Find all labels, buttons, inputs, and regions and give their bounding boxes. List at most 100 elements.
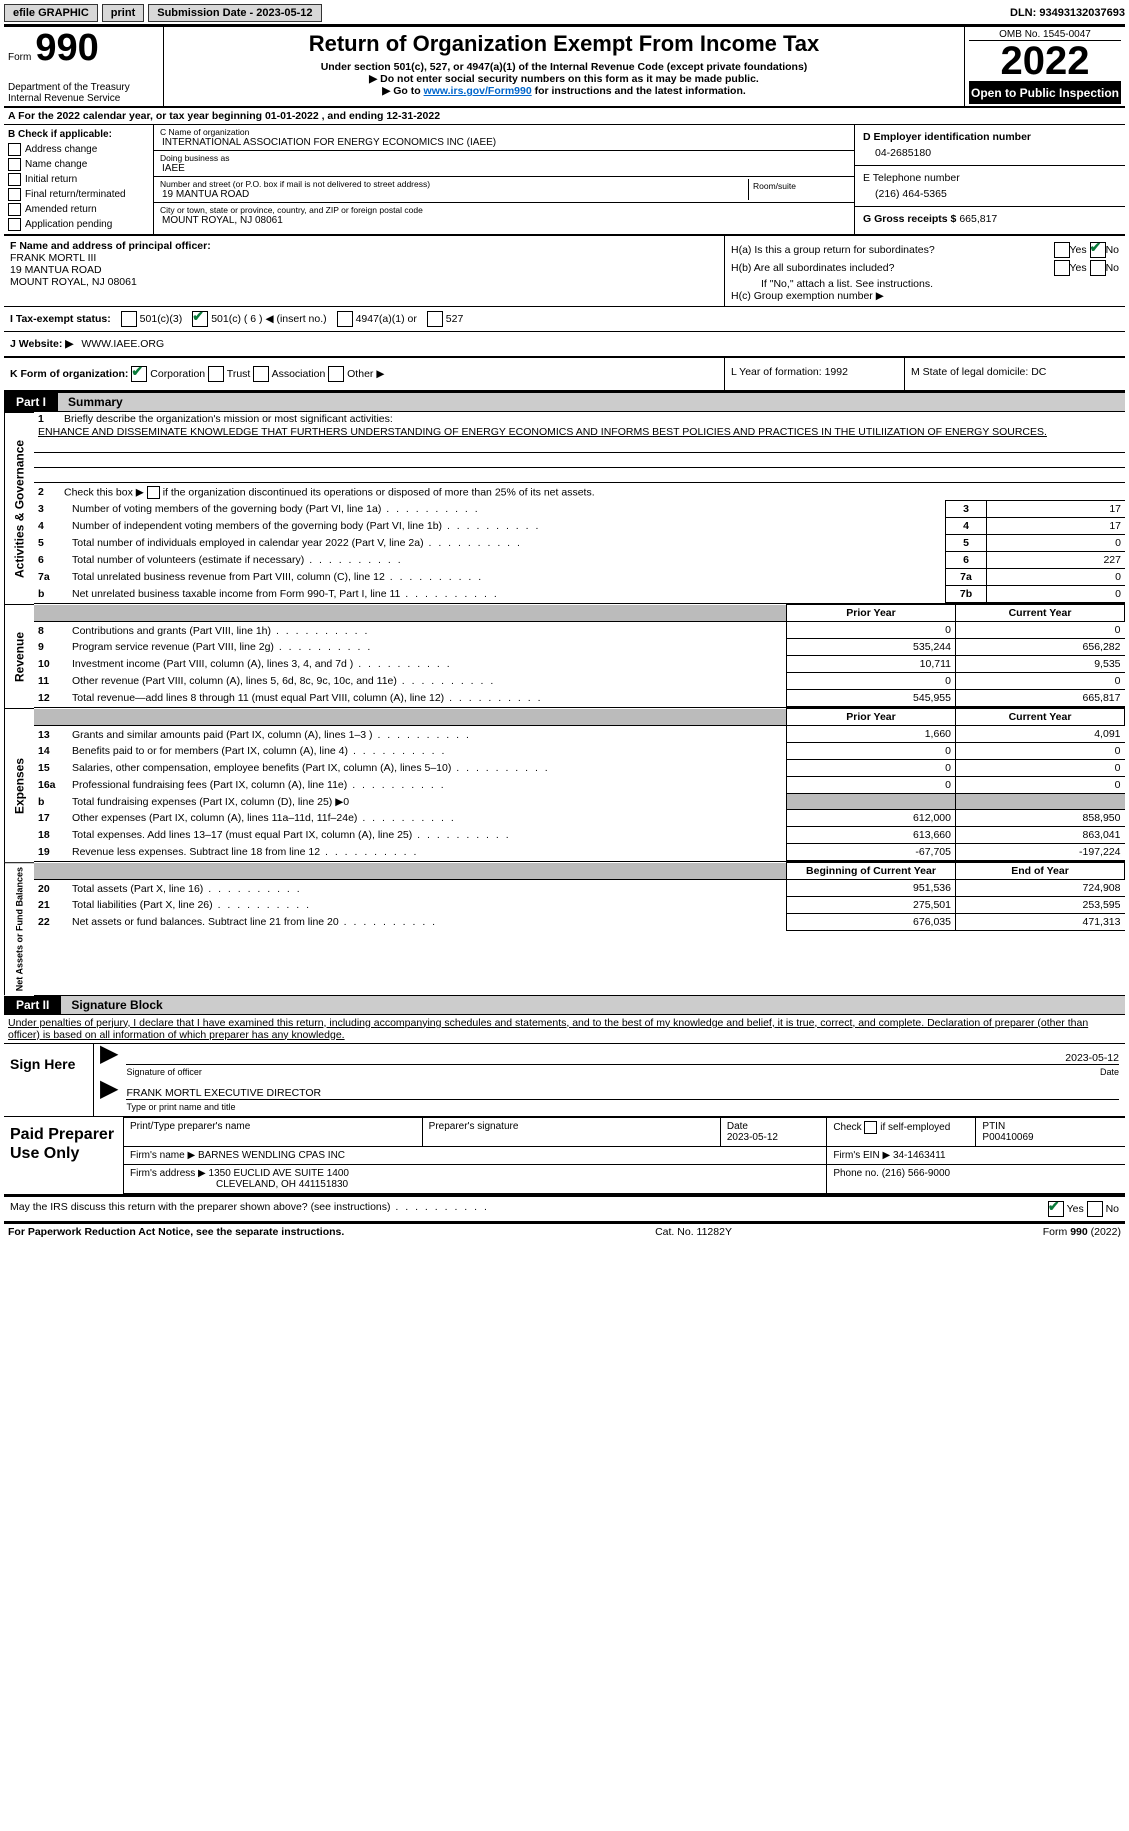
irs-link[interactable]: www.irs.gov/Form990 bbox=[424, 85, 532, 97]
page-footer: For Paperwork Reduction Act Notice, see … bbox=[4, 1224, 1125, 1240]
vlabel-net-assets: Net Assets or Fund Balances bbox=[4, 862, 34, 995]
hc-label: H(c) Group exemption number ▶ bbox=[731, 290, 1119, 302]
addr-label: Number and street (or P.O. box if mail i… bbox=[160, 179, 748, 189]
vlabel-activities: Activities & Governance bbox=[4, 412, 34, 604]
catalog-number: Cat. No. 11282Y bbox=[655, 1226, 732, 1238]
state-domicile: M State of legal domicile: DC bbox=[905, 358, 1125, 390]
arrow-icon: ▶ bbox=[100, 1083, 118, 1112]
form-page-ref: Form 990 (2022) bbox=[1043, 1226, 1121, 1238]
form-number: Form 990 bbox=[8, 29, 159, 67]
city-label: City or town, state or province, country… bbox=[160, 205, 848, 215]
officer-name-title: FRANK MORTL EXECUTIVE DIRECTOR bbox=[126, 1087, 321, 1099]
check-initial-return[interactable]: Initial return bbox=[8, 172, 149, 187]
paid-preparer-block: Paid Preparer Use Only Print/Type prepar… bbox=[4, 1117, 1125, 1197]
discuss-no-checkbox[interactable] bbox=[1087, 1201, 1103, 1217]
org-assoc-checkbox[interactable] bbox=[253, 366, 269, 382]
sig-date: 2023-05-12 bbox=[1065, 1052, 1119, 1064]
firm-addr1: 1350 EUCLID AVE SUITE 1400 bbox=[209, 1168, 349, 1179]
website-row: J Website: ▶ WWW.IAEE.ORG bbox=[4, 332, 1125, 358]
dba-label: Doing business as bbox=[160, 153, 848, 163]
part-ii-header: Part II Signature Block bbox=[4, 996, 1125, 1015]
subtitle-2: ▶ Do not enter social security numbers o… bbox=[170, 73, 958, 85]
dept-treasury: Department of the Treasury Internal Reve… bbox=[8, 82, 159, 104]
form-header: Form 990 Department of the Treasury Inte… bbox=[4, 24, 1125, 108]
website-value: WWW.IAEE.ORG bbox=[81, 338, 164, 350]
discuss-yes-checkbox[interactable] bbox=[1048, 1201, 1064, 1217]
check-final-return[interactable]: Final return/terminated bbox=[8, 187, 149, 202]
sign-here-block: Sign Here ▶ 2023-05-12 Signature of offi… bbox=[4, 1043, 1125, 1117]
firm-ein: 34-1463411 bbox=[893, 1150, 946, 1161]
expenses-table: Prior YearCurrent Year13Grants and simil… bbox=[34, 708, 1125, 861]
form-of-org-row: K Form of organization: Corporation Trus… bbox=[4, 358, 1125, 393]
h-note: If "No," attach a list. See instructions… bbox=[731, 278, 1119, 290]
vlabel-revenue: Revenue bbox=[4, 604, 34, 708]
officer-addr1: 19 MANTUA ROAD bbox=[10, 264, 718, 276]
addr-value: 19 MANTUA ROAD bbox=[160, 189, 748, 200]
gross-receipts-label: G Gross receipts $ bbox=[863, 213, 956, 225]
status-501c3-checkbox[interactable] bbox=[121, 311, 137, 327]
prep-date: 2023-05-12 bbox=[727, 1132, 778, 1143]
firm-addr2: CLEVELAND, OH 441151830 bbox=[130, 1179, 348, 1190]
phone-value: (216) 464-5365 bbox=[863, 184, 1117, 200]
check-name-change[interactable]: Name change bbox=[8, 157, 149, 172]
part-i-header: Part I Summary bbox=[4, 393, 1125, 412]
submission-date: Submission Date - 2023-05-12 bbox=[148, 4, 321, 22]
gross-receipts-value: 665,817 bbox=[959, 213, 997, 225]
row-a-tax-year: A For the 2022 calendar year, or tax yea… bbox=[4, 108, 1125, 125]
prep-sig-label: Preparer's signature bbox=[422, 1117, 720, 1146]
prep-name-label: Print/Type preparer's name bbox=[124, 1117, 422, 1146]
year-formation: L Year of formation: 1992 bbox=[725, 358, 905, 390]
check-application-pending[interactable]: Application pending bbox=[8, 217, 149, 232]
mission-statement: ENHANCE AND DISSEMINATE KNOWLEDGE THAT F… bbox=[34, 426, 1125, 438]
check-address-change[interactable]: Address change bbox=[8, 142, 149, 157]
form-title: Return of Organization Exempt From Incom… bbox=[170, 31, 958, 57]
check-amended-return[interactable]: Amended return bbox=[8, 202, 149, 217]
ein-label: D Employer identification number bbox=[863, 131, 1117, 143]
print-button[interactable]: print bbox=[102, 4, 144, 22]
self-employed-checkbox[interactable] bbox=[864, 1121, 877, 1134]
subtitle-3: ▶ Go to www.irs.gov/Form990 for instruct… bbox=[170, 85, 958, 97]
line1-text: Briefly describe the organization's miss… bbox=[64, 413, 1121, 425]
ptin-value: P00410069 bbox=[982, 1132, 1033, 1143]
sig-officer-label: Signature of officer bbox=[126, 1067, 201, 1077]
phone-label: E Telephone number bbox=[863, 172, 1117, 184]
officer-name: FRANK MORTL III bbox=[10, 252, 718, 264]
arrow-icon: ▶ bbox=[100, 1048, 118, 1077]
org-other-checkbox[interactable] bbox=[328, 366, 344, 382]
paperwork-notice: For Paperwork Reduction Act Notice, see … bbox=[8, 1226, 344, 1238]
tax-year: 2022 bbox=[969, 40, 1121, 82]
vlabel-expenses: Expenses bbox=[4, 708, 34, 862]
discuss-question: May the IRS discuss this return with the… bbox=[10, 1201, 489, 1217]
top-bar: efile GRAPHIC print Submission Date - 20… bbox=[4, 4, 1125, 22]
hb-label: H(b) Are all subordinates included? bbox=[731, 262, 894, 274]
type-print-label: Type or print name and title bbox=[126, 1102, 1119, 1112]
identification-block: B Check if applicable: Address change Na… bbox=[4, 125, 1125, 236]
status-527-checkbox[interactable] bbox=[427, 311, 443, 327]
ha-no-checkbox[interactable] bbox=[1090, 242, 1106, 258]
revenue-table: Prior YearCurrent Year8Contributions and… bbox=[34, 604, 1125, 707]
org-name-label: C Name of organization bbox=[160, 127, 848, 137]
firm-phone: (216) 566-9000 bbox=[882, 1168, 950, 1179]
officer-group-block: F Name and address of principal officer:… bbox=[4, 236, 1125, 307]
date-label: Date bbox=[1100, 1067, 1119, 1077]
org-trust-checkbox[interactable] bbox=[208, 366, 224, 382]
dln-number: DLN: 93493132037693 bbox=[1010, 7, 1125, 19]
firm-name: BARNES WENDLING CPAS INC bbox=[198, 1150, 345, 1161]
line2-checkbox[interactable] bbox=[147, 486, 160, 499]
org-name: INTERNATIONAL ASSOCIATION FOR ENERGY ECO… bbox=[160, 137, 848, 148]
org-corp-checkbox[interactable] bbox=[131, 366, 147, 382]
dba-value: IAEE bbox=[160, 163, 848, 174]
city-value: MOUNT ROYAL, NJ 08061 bbox=[160, 215, 848, 226]
hb-yes-checkbox[interactable] bbox=[1054, 260, 1070, 276]
room-suite-label: Room/suite bbox=[748, 179, 848, 200]
ha-yes-checkbox[interactable] bbox=[1054, 242, 1070, 258]
ein-value: 04-2685180 bbox=[863, 143, 1117, 159]
status-501c-checkbox[interactable] bbox=[192, 311, 208, 327]
section-b-header: B Check if applicable: bbox=[8, 127, 149, 142]
status-4947-checkbox[interactable] bbox=[337, 311, 353, 327]
line2-text: Check this box ▶ if the organization dis… bbox=[64, 486, 1121, 499]
hb-no-checkbox[interactable] bbox=[1090, 260, 1106, 276]
officer-addr2: MOUNT ROYAL, NJ 08061 bbox=[10, 276, 718, 288]
perjury-declaration: Under penalties of perjury, I declare th… bbox=[4, 1015, 1125, 1043]
ha-label: H(a) Is this a group return for subordin… bbox=[731, 244, 935, 256]
